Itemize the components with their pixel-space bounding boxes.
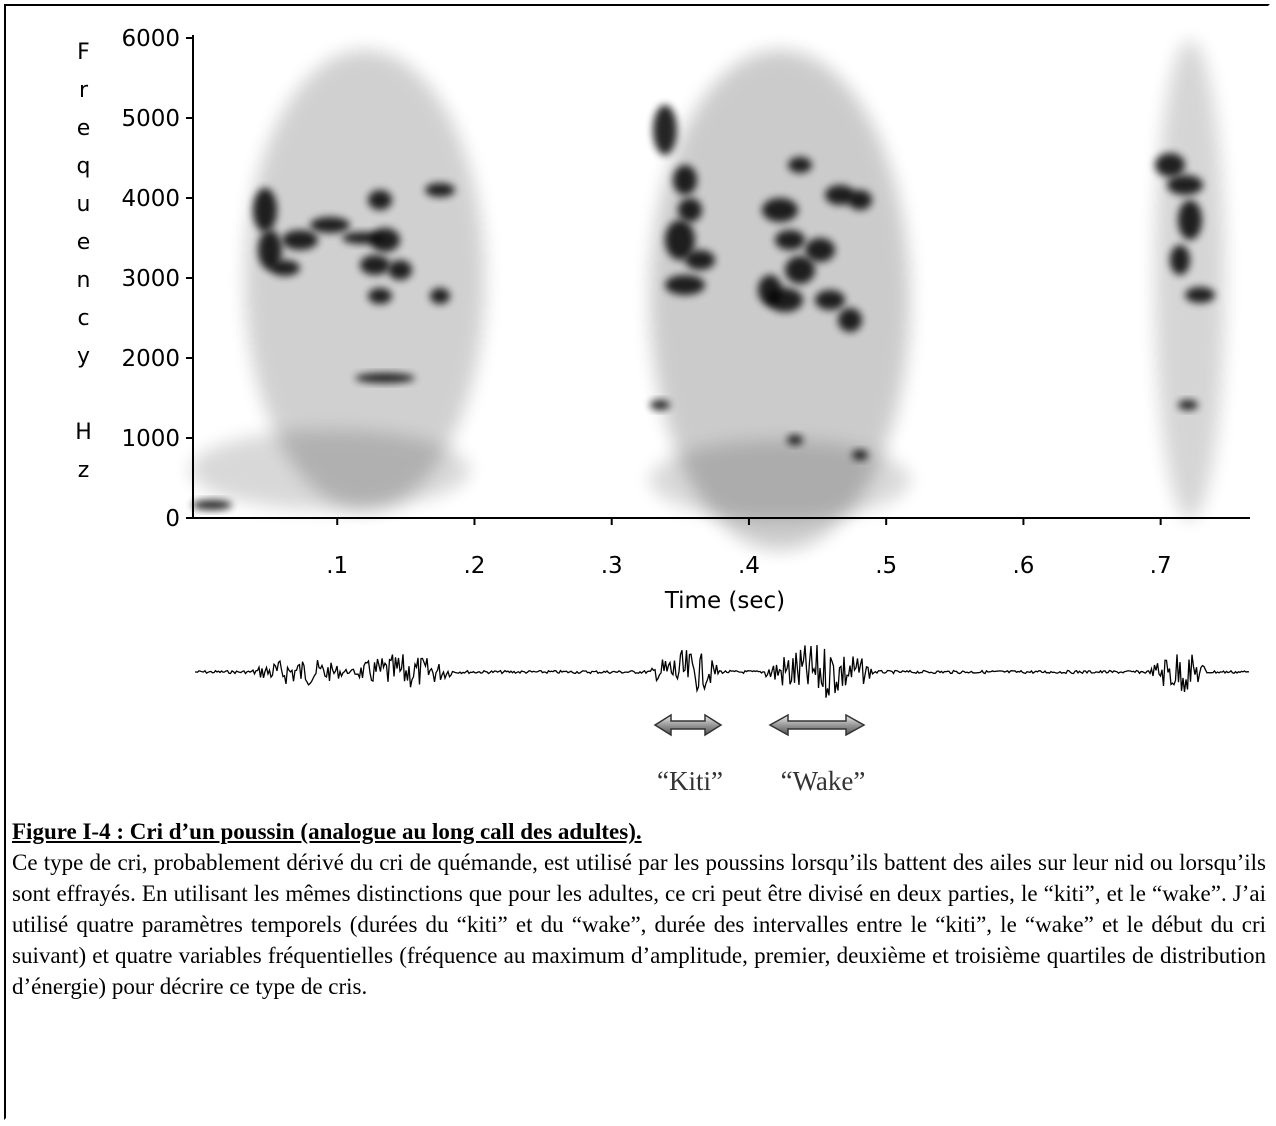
axes: 0 1000 2000 3000 4000 5000 6000 .1 .2 .3 .4 .5 .6 .7 T… <box>121 26 1250 614</box>
spectral-blob <box>360 255 390 275</box>
x-tick-label: .4 <box>738 553 760 579</box>
spectral-blob <box>368 288 392 304</box>
spectral-blob <box>805 238 835 262</box>
spectral-haze <box>1155 40 1225 520</box>
spectrogram-figure: 0 1000 2000 3000 4000 5000 6000 .1 .2 .3 .4 .5 .6 .7 T… <box>121 26 1250 796</box>
x-tick-label: .2 <box>463 553 485 579</box>
spectral-blob <box>1178 400 1198 410</box>
y-tick-label: 4000 <box>121 186 180 212</box>
x-tick-label: .1 <box>326 553 348 579</box>
waveform <box>195 644 1250 698</box>
spectral-blob <box>310 217 350 233</box>
spectral-blob <box>430 288 450 304</box>
spectral-blob <box>192 500 232 510</box>
kiti-arrow <box>653 713 723 737</box>
y-tick-label: 0 <box>165 506 180 532</box>
spectral-blob <box>253 188 277 232</box>
segment-label: “Wake” <box>781 766 866 796</box>
spectral-blob <box>665 220 695 260</box>
spectral-haze <box>245 50 485 510</box>
spectral-blob <box>388 260 412 280</box>
wake-arrow <box>768 713 866 737</box>
spectral-blob <box>852 450 868 460</box>
x-tick-label: .5 <box>875 553 897 579</box>
spectral-blob <box>665 275 705 295</box>
caption: Figure I-4 : Cri d’un poussin (analogue … <box>12 816 1266 1002</box>
spectral-blob <box>368 190 392 210</box>
x-tick-label: .6 <box>1012 553 1034 579</box>
x-tick-label: .3 <box>601 553 623 579</box>
caption-title: Figure I-4 : Cri d’un poussin (analogue … <box>12 819 642 844</box>
spectral-blob <box>282 230 318 250</box>
spectral-blob <box>775 230 805 250</box>
spectral-blob <box>258 230 282 270</box>
x-axis-label: Time (sec) <box>664 588 785 614</box>
spectral-blob <box>425 183 455 197</box>
spectral-blob <box>838 308 862 332</box>
x-tick-label: .7 <box>1150 553 1172 579</box>
y-tick-label: 3000 <box>121 266 180 292</box>
spectral-blob <box>650 400 670 410</box>
spectral-blob <box>1170 245 1190 275</box>
spectral-blob <box>788 157 812 173</box>
spectral-blob <box>1178 200 1202 240</box>
spectral-blob <box>762 198 798 222</box>
y-tick-label: 2000 <box>121 346 180 372</box>
y-tick-label: 5000 <box>121 106 180 132</box>
y-axis-label: Frequency Hz <box>71 40 96 496</box>
frame <box>4 4 1270 1120</box>
spectral-blob <box>342 232 382 244</box>
spectral-blob <box>825 185 855 205</box>
spectral-blob <box>1167 175 1203 195</box>
spectral-haze <box>190 430 470 510</box>
spectral-blob <box>785 256 815 284</box>
spectrogram <box>190 40 1225 550</box>
spectral-blob <box>355 373 415 383</box>
spectral-blob <box>1155 153 1185 177</box>
spectral-blob <box>673 165 697 195</box>
segment-label: “Kiti” <box>657 766 723 796</box>
y-tick-label: 6000 <box>121 26 180 52</box>
spectral-haze <box>650 440 910 520</box>
spectral-blob <box>270 260 300 276</box>
spectral-blob <box>653 105 677 155</box>
spectral-blob <box>787 435 803 445</box>
spectral-blob <box>815 290 845 310</box>
y-tick-label: 1000 <box>121 426 180 452</box>
spectral-blob <box>685 250 715 270</box>
spectral-blob <box>758 275 782 305</box>
spectral-blob <box>678 198 702 222</box>
spectral-blob <box>1185 287 1215 303</box>
spectral-blob <box>370 228 400 252</box>
caption-text: Ce type de cri, probablement dérivé du c… <box>12 850 1266 999</box>
